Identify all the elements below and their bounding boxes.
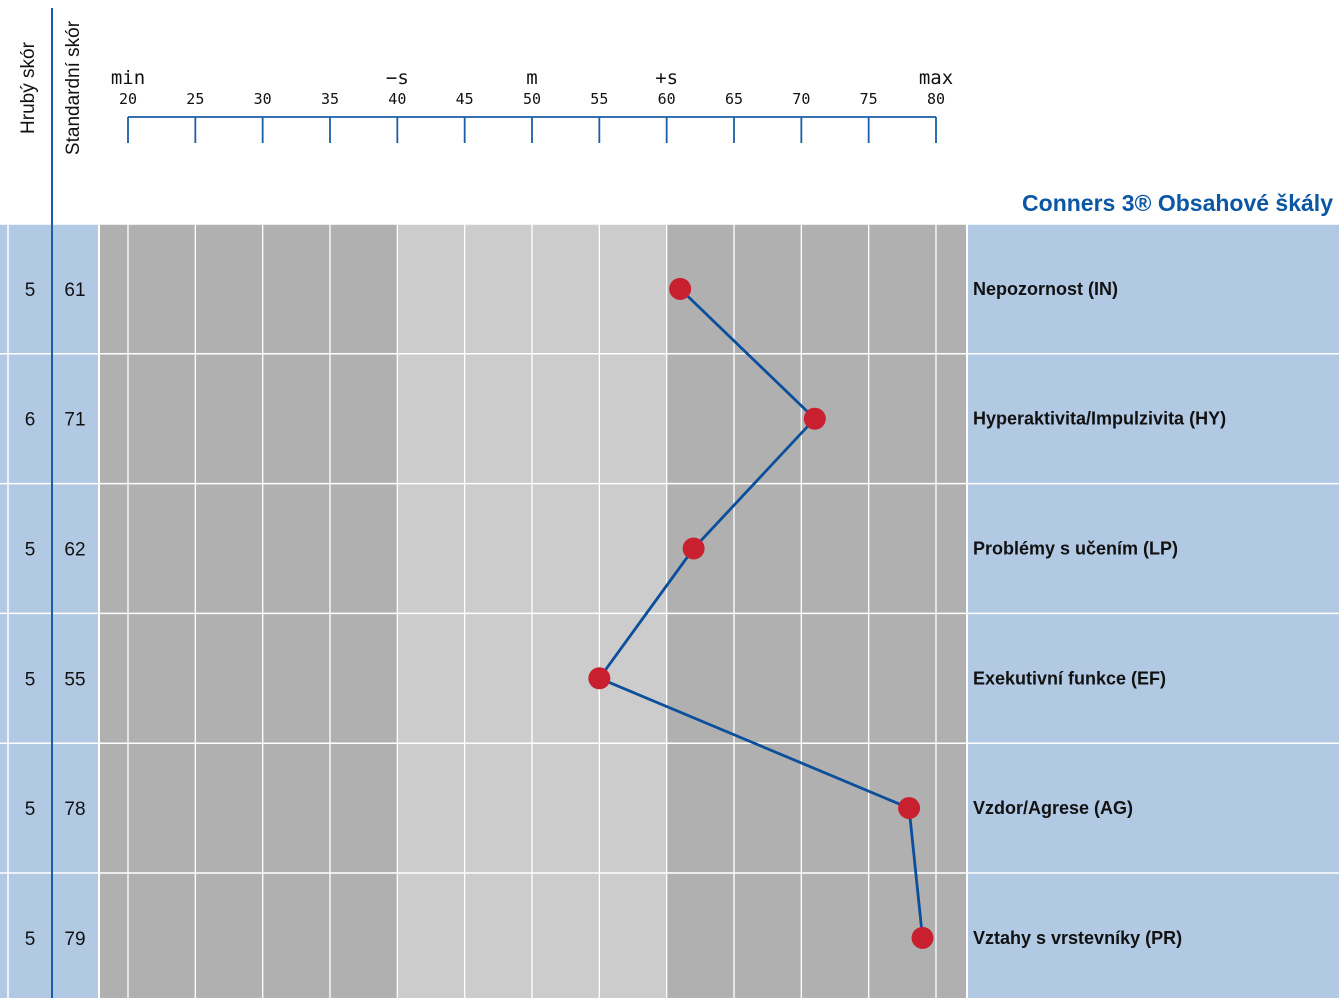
axis-tick-label: 35: [321, 90, 339, 108]
axis-tick-label: 75: [860, 90, 878, 108]
axis-tick-label: 45: [456, 90, 474, 108]
standard-score-value: 55: [64, 669, 85, 690]
raw-score-value: 5: [25, 929, 36, 950]
standard-score-value: 79: [64, 929, 85, 950]
label-column-background: [968, 224, 1339, 998]
standard-score-value: 71: [64, 410, 85, 431]
axis-tick-label: 40: [388, 90, 406, 108]
axis-marker-label: min: [111, 67, 145, 89]
raw-score-value: 5: [25, 540, 36, 561]
axis-tick-label: 80: [927, 90, 945, 108]
axis-tick-label: 70: [792, 90, 810, 108]
standard-score-value: 78: [64, 799, 85, 820]
chart-title: Conners 3® Obsahové škály: [1022, 190, 1333, 216]
raw-score-value: 5: [25, 799, 36, 820]
data-point: [682, 537, 705, 560]
data-point: [669, 277, 692, 300]
axis-tick-label: 55: [590, 90, 608, 108]
scale-label: Vztahy s vrstevníky (PR): [973, 928, 1182, 948]
data-point: [803, 407, 826, 430]
axis-marker-label: max: [919, 67, 953, 89]
raw-score-value: 5: [25, 280, 36, 301]
axis-tick-label: 50: [523, 90, 541, 108]
data-point: [588, 667, 611, 690]
score-column-background: [0, 224, 98, 998]
data-point: [911, 926, 934, 949]
data-point: [898, 797, 921, 820]
scale-label: Vzdor/Agrese (AG): [973, 798, 1133, 818]
standard-score-value: 62: [64, 540, 85, 561]
axis-marker-label: m: [526, 67, 537, 89]
scale-label: Nepozornost (IN): [973, 279, 1118, 299]
axis-tick-label: 65: [725, 90, 743, 108]
axis-tick-label: 30: [254, 90, 272, 108]
axis-tick-label: 60: [658, 90, 676, 108]
profile-line: [597, 287, 924, 939]
axis-marker-label: +s: [655, 67, 678, 89]
standard-score-value: 61: [64, 280, 85, 301]
raw-score-value: 6: [25, 410, 36, 431]
scale-label: Problémy s učením (LP): [973, 539, 1178, 559]
axis-tick-label: 20: [119, 90, 137, 108]
scale-label: Hyperaktivita/Impulzivita (HY): [973, 409, 1226, 429]
axis-marker-label: −s: [386, 67, 409, 89]
axis-tick-label: 25: [186, 90, 204, 108]
raw-score-value: 5: [25, 669, 36, 690]
scale-label: Exekutivní funkce (EF): [973, 668, 1166, 688]
